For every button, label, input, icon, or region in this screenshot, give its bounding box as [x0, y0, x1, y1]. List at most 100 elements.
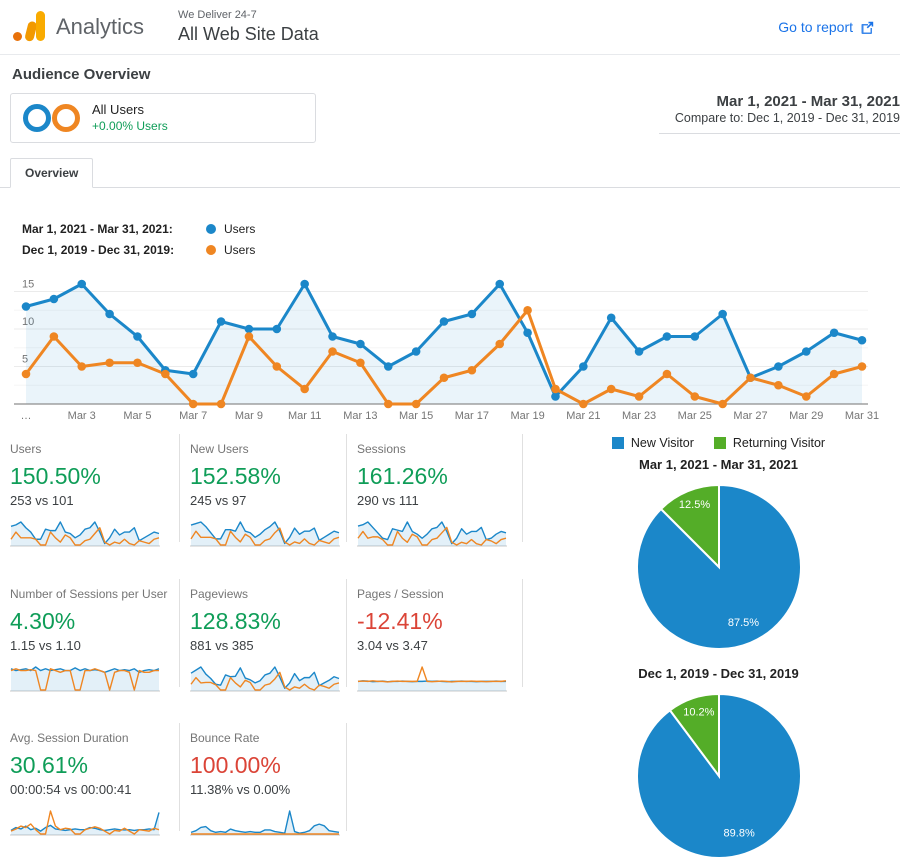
metric-percent-change: 100.00%: [190, 752, 281, 779]
metric-label: New Users: [190, 442, 249, 456]
segment-name: All Users: [92, 101, 145, 117]
svg-text:15: 15: [22, 279, 34, 291]
returning-visitor-swatch-icon: [713, 437, 726, 449]
visitors-pie-current: 87.5% 12.5%: [635, 483, 802, 650]
metric-card-users: Users 150.50% 253 vs 101: [10, 434, 180, 547]
legend-dot-blue-icon: [206, 224, 216, 234]
metric-percent-change: 152.58%: [190, 463, 281, 489]
visitors-panel: New Visitor Returning Visitor Mar 1, 202…: [537, 434, 900, 868]
metric-sparkline-chart: [10, 665, 160, 692]
tab-bar: Overview: [0, 157, 900, 188]
external-link-icon: [861, 21, 874, 34]
metric-percent-change: 150.50%: [10, 463, 101, 489]
metric-label: Sessions: [357, 442, 406, 456]
svg-text:Mar 3: Mar 3: [68, 410, 96, 422]
legend-item-new-visitor: New Visitor: [611, 436, 694, 450]
svg-text:Mar 21: Mar 21: [566, 410, 600, 422]
visitor-type-legend: New Visitor Returning Visitor: [611, 436, 826, 450]
metric-comparison-values: 11.38% vs 0.00%: [190, 782, 291, 798]
metric-comparison-values: 245 vs 97: [190, 493, 247, 508]
metric-comparison-values: 3.04 vs 3.47: [357, 637, 428, 653]
date-range-selector[interactable]: Mar 1, 2021 - Mar 31, 2021 Compare to: D…: [658, 93, 900, 134]
metric-label: Bounce Rate: [190, 731, 260, 746]
svg-text:10: 10: [22, 316, 34, 328]
segment-ring-blue-icon: [23, 104, 51, 132]
series-legend-2021: Mar 1, 2021 - Mar 31, 2021: Users: [22, 222, 890, 236]
metric-comparison-values: 00:00:54 vs 00:00:41: [10, 782, 132, 798]
segment-chip-all-users[interactable]: All Users +0.00% Users: [10, 93, 316, 143]
metric-comparison-values: 881 vs 385: [190, 637, 254, 653]
metric-card-new-users: New Users 152.58% 245 vs 97: [180, 434, 347, 547]
svg-text:Mar 27: Mar 27: [733, 410, 767, 422]
legend-item-returning-visitor: Returning Visitor: [713, 436, 826, 450]
metric-label: Users: [10, 442, 42, 456]
metric-label: Number of Sessions per User: [10, 586, 168, 601]
svg-text:Mar 29: Mar 29: [789, 410, 823, 422]
metric-cell-empty: [347, 723, 523, 831]
metric-grid: Users 150.50% 253 vs 101 New Users 152.58% 24…: [10, 434, 537, 868]
svg-text:Mar 15: Mar 15: [399, 410, 433, 422]
svg-text:Mar 5: Mar 5: [123, 410, 151, 422]
metric-card-pages-session: Pages / Session -12.41% 3.04 vs 3.47: [347, 578, 523, 692]
logo-dot: [13, 32, 22, 41]
metric-sparkline-chart: [357, 521, 507, 547]
controls-row: All Users +0.00% Users Mar 1, 2021 - Mar…: [0, 87, 900, 143]
metric-sparkline-chart: [190, 521, 340, 547]
metric-comparison-values: 290 vs 111: [357, 493, 419, 508]
metric-label: Pageviews: [190, 586, 249, 601]
metric-percent-change: 128.83%: [190, 607, 281, 634]
new-visitor-swatch-icon: [611, 437, 624, 449]
metric-card-pageviews: Pageviews 128.83% 881 vs 385: [180, 578, 347, 692]
svg-text:Mar 31: Mar 31: [845, 410, 879, 422]
svg-text:Mar 23: Mar 23: [622, 410, 656, 422]
metric-card-number-of-sessions-per-user: Number of Sessions per User 4.30% 1.15 vs …: [10, 578, 180, 692]
go-to-report-label: Go to report: [778, 19, 853, 35]
svg-text:87.5%: 87.5%: [727, 617, 758, 629]
go-to-report-link[interactable]: Go to report: [778, 19, 874, 35]
metric-sparkline-chart: [10, 810, 160, 836]
legend-date-2019: Dec 1, 2019 - Dec 31, 2019:: [22, 243, 175, 257]
account-property[interactable]: We Deliver 24-7 All Web Site Data: [178, 9, 319, 45]
visitors-pie-previous: 89.8% 10.2%: [635, 692, 802, 859]
metric-card-avg-session-duration: Avg. Session Duration 30.61% 00:00:54 vs 0…: [10, 723, 180, 836]
metric-label: Pages / Session: [357, 586, 444, 601]
metric-sparkline-chart: [357, 665, 507, 692]
property-name: All Web Site Data: [178, 23, 319, 44]
analytics-logo-icon[interactable]: [12, 10, 46, 44]
metric-card-bounce-rate: Bounce Rate 100.00% 11.38% vs 0.00%: [180, 723, 347, 836]
svg-text:Mar 19: Mar 19: [510, 410, 544, 422]
segment-delta: +0.00% Users: [92, 118, 168, 133]
svg-text:89.8%: 89.8%: [723, 828, 754, 840]
metric-percent-change: -12.41%: [357, 607, 443, 634]
date-range-primary: Mar 1, 2021 - Mar 31, 2021: [716, 93, 900, 110]
dashboard: Users 150.50% 253 vs 101 New Users 152.58% 24…: [0, 422, 900, 868]
app-header: Analytics We Deliver 24-7 All Web Site D…: [0, 0, 900, 55]
tab-overview[interactable]: Overview: [10, 158, 94, 188]
svg-text:Mar 7: Mar 7: [179, 410, 207, 422]
legend-metric-2019: Users: [224, 243, 256, 257]
svg-text:10.2%: 10.2%: [683, 706, 714, 718]
metric-percent-change: 30.61%: [10, 752, 89, 779]
users-timeseries-chart: 5 10 15 … Mar 3 Mar 5 Mar 7 Mar 9 Mar 11 Mar 13 Ma…: [14, 279, 879, 422]
returning-visitor-label: Returning Visitor: [732, 436, 826, 450]
pie-title-current: Mar 1, 2021 - Mar 31, 2021: [639, 457, 798, 472]
svg-text:12.5%: 12.5%: [678, 499, 709, 511]
svg-text:5: 5: [22, 354, 28, 366]
metric-comparison-values: 253 vs 101: [10, 493, 74, 508]
metric-label: Avg. Session Duration: [10, 731, 129, 746]
svg-text:Mar 13: Mar 13: [343, 410, 377, 422]
legend-metric-2021: Users: [224, 222, 256, 236]
svg-text:Mar 25: Mar 25: [678, 410, 712, 422]
logo-tall-bar: [36, 11, 45, 41]
metric-sparkline-chart: [10, 521, 160, 547]
metric-card-sessions: Sessions 161.26% 290 vs 111: [347, 434, 523, 547]
timeseries-section: Mar 1, 2021 - Mar 31, 2021: Users Dec 1,…: [0, 188, 900, 422]
metric-percent-change: 4.30%: [10, 607, 76, 634]
svg-text:Mar 17: Mar 17: [455, 410, 489, 422]
svg-text:Mar 9: Mar 9: [235, 410, 263, 422]
svg-text:Mar 11: Mar 11: [288, 410, 321, 422]
metric-comparison-values: 1.15 vs 1.10: [10, 637, 81, 653]
metric-sparkline-chart: [190, 665, 340, 692]
legend-dot-orange-icon: [206, 245, 216, 255]
metric-sparkline-chart: [190, 810, 340, 836]
